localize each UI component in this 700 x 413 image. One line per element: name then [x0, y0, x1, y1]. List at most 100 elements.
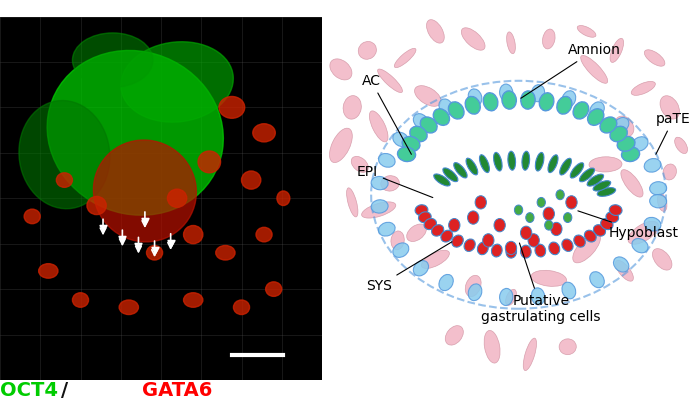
Ellipse shape: [121, 42, 233, 122]
Ellipse shape: [562, 282, 575, 299]
Ellipse shape: [556, 97, 572, 114]
Ellipse shape: [381, 176, 399, 191]
Ellipse shape: [562, 239, 573, 252]
Ellipse shape: [559, 339, 576, 355]
Ellipse shape: [183, 225, 203, 244]
Ellipse shape: [564, 213, 572, 223]
Ellipse shape: [593, 181, 610, 191]
Ellipse shape: [601, 218, 613, 230]
Ellipse shape: [379, 222, 395, 236]
Ellipse shape: [477, 242, 489, 255]
Ellipse shape: [650, 195, 666, 208]
Ellipse shape: [581, 55, 608, 83]
Ellipse shape: [480, 155, 489, 173]
Ellipse shape: [644, 217, 661, 231]
Ellipse shape: [645, 50, 665, 66]
Ellipse shape: [443, 168, 458, 182]
Ellipse shape: [484, 330, 500, 363]
Ellipse shape: [617, 136, 635, 151]
Ellipse shape: [419, 212, 431, 223]
Ellipse shape: [379, 154, 395, 167]
Ellipse shape: [464, 239, 475, 252]
Ellipse shape: [622, 147, 640, 161]
Ellipse shape: [256, 227, 272, 242]
Ellipse shape: [632, 238, 648, 253]
Ellipse shape: [439, 275, 454, 291]
Text: Amnion: Amnion: [521, 43, 621, 98]
Ellipse shape: [610, 38, 624, 62]
Ellipse shape: [468, 89, 482, 106]
Ellipse shape: [483, 93, 498, 111]
Ellipse shape: [351, 157, 368, 172]
Ellipse shape: [606, 212, 619, 223]
Ellipse shape: [631, 81, 655, 95]
Ellipse shape: [657, 193, 667, 211]
Ellipse shape: [600, 117, 617, 133]
Text: GATA6: GATA6: [142, 381, 212, 400]
Ellipse shape: [494, 218, 505, 232]
Ellipse shape: [277, 191, 290, 206]
Ellipse shape: [494, 152, 502, 171]
Ellipse shape: [507, 32, 515, 54]
Ellipse shape: [358, 41, 377, 59]
Ellipse shape: [675, 137, 687, 154]
Ellipse shape: [528, 234, 540, 247]
Ellipse shape: [468, 284, 482, 301]
Ellipse shape: [362, 202, 396, 218]
Ellipse shape: [663, 164, 676, 180]
Ellipse shape: [468, 211, 479, 224]
Ellipse shape: [216, 245, 235, 260]
Ellipse shape: [521, 245, 531, 258]
Ellipse shape: [330, 59, 352, 80]
Ellipse shape: [146, 245, 162, 260]
Ellipse shape: [93, 140, 197, 242]
Ellipse shape: [398, 147, 416, 161]
Ellipse shape: [424, 218, 437, 230]
Ellipse shape: [454, 163, 467, 178]
Ellipse shape: [628, 221, 659, 244]
Ellipse shape: [466, 97, 480, 114]
Ellipse shape: [573, 102, 589, 119]
Ellipse shape: [549, 242, 560, 255]
Ellipse shape: [413, 261, 428, 276]
Ellipse shape: [420, 117, 437, 133]
Ellipse shape: [615, 116, 634, 137]
Ellipse shape: [441, 230, 453, 242]
Ellipse shape: [491, 244, 502, 257]
Ellipse shape: [531, 85, 545, 102]
Ellipse shape: [570, 163, 584, 178]
Ellipse shape: [445, 325, 463, 345]
Ellipse shape: [47, 50, 223, 215]
Ellipse shape: [475, 196, 486, 209]
Ellipse shape: [346, 188, 358, 217]
Text: AC: AC: [362, 74, 412, 154]
Ellipse shape: [434, 174, 450, 186]
Text: SYS: SYS: [366, 242, 452, 293]
Ellipse shape: [38, 263, 58, 278]
Ellipse shape: [551, 222, 562, 235]
Ellipse shape: [330, 128, 352, 163]
Ellipse shape: [506, 245, 517, 258]
Ellipse shape: [24, 209, 41, 224]
Ellipse shape: [371, 176, 388, 190]
Ellipse shape: [466, 158, 477, 175]
Ellipse shape: [560, 158, 571, 175]
Ellipse shape: [433, 109, 449, 125]
Ellipse shape: [502, 91, 517, 109]
Ellipse shape: [587, 109, 604, 125]
Ellipse shape: [597, 188, 615, 196]
Ellipse shape: [500, 288, 513, 306]
Ellipse shape: [566, 196, 577, 209]
Ellipse shape: [578, 26, 596, 37]
Ellipse shape: [73, 293, 88, 307]
Ellipse shape: [377, 69, 402, 93]
Ellipse shape: [632, 137, 648, 151]
Ellipse shape: [414, 85, 441, 106]
Ellipse shape: [573, 233, 601, 263]
Ellipse shape: [449, 102, 464, 119]
Text: paTE: paTE: [656, 112, 691, 154]
Ellipse shape: [574, 235, 585, 247]
Text: EPI: EPI: [357, 165, 433, 197]
Ellipse shape: [466, 275, 481, 297]
Ellipse shape: [119, 300, 139, 315]
